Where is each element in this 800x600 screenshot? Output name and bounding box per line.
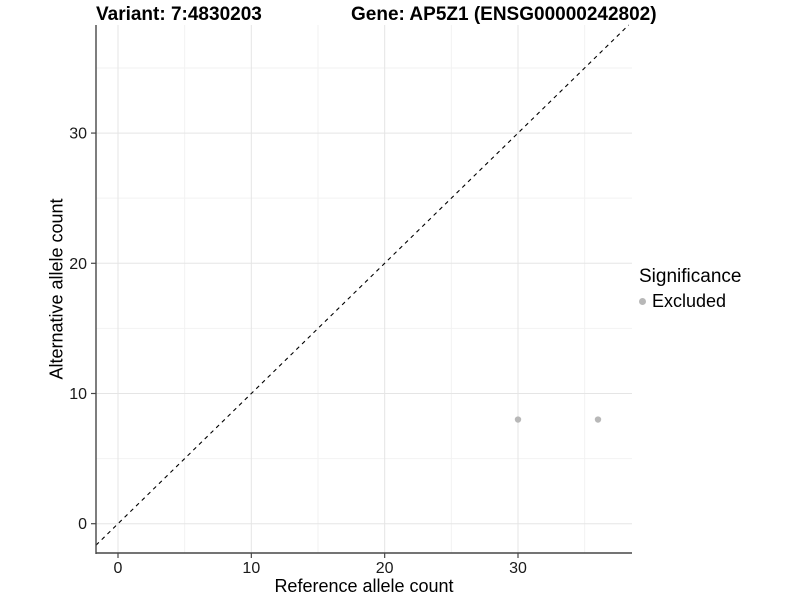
legend-title: Significance bbox=[639, 266, 742, 287]
svg-text:20: 20 bbox=[69, 256, 87, 273]
x-axis-title: Reference allele count bbox=[274, 576, 454, 596]
svg-text:0: 0 bbox=[78, 516, 87, 533]
svg-text:10: 10 bbox=[242, 560, 260, 577]
svg-text:20: 20 bbox=[376, 560, 394, 577]
legend: Significance Excluded bbox=[639, 266, 741, 312]
variant-title: Variant: 7:4830203 bbox=[96, 4, 262, 25]
svg-text:0: 0 bbox=[114, 560, 123, 577]
legend-item-excluded: Excluded bbox=[639, 291, 741, 312]
svg-text:30: 30 bbox=[69, 126, 87, 143]
legend-dot-excluded bbox=[639, 298, 646, 305]
svg-text:10: 10 bbox=[69, 386, 87, 403]
gene-title: Gene: AP5Z1 (ENSG00000242802) bbox=[351, 4, 657, 25]
legend-item-label: Excluded bbox=[652, 291, 727, 311]
svg-text:30: 30 bbox=[509, 560, 527, 577]
